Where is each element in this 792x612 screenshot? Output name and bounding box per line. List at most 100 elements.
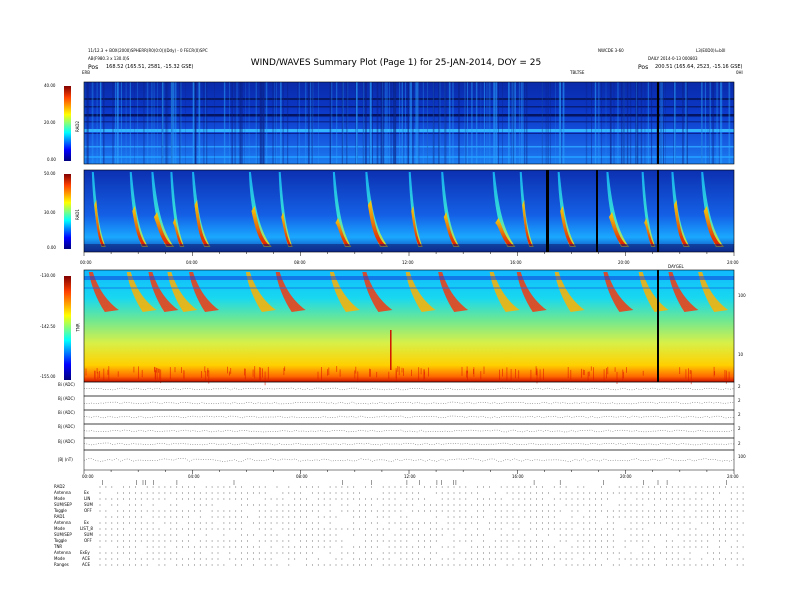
footer-tnr-row-1-value: ACE	[82, 556, 90, 561]
sub-tag-mid: TBLTSE	[570, 70, 585, 75]
line-label-5: Bj (ADC)	[58, 439, 75, 444]
tnr-burst	[329, 272, 360, 312]
footer-rad2-row-3-value: OFF	[84, 508, 92, 513]
tnr-burst	[167, 272, 198, 312]
footer-rad1-row-3-value: OFF	[84, 538, 92, 543]
time-bottom-4: 16:00	[512, 474, 524, 479]
rad2-tick-top: 40.00	[44, 83, 56, 88]
rad1-burst	[332, 172, 352, 247]
tnr-top-band-2	[84, 287, 734, 289]
footer-rad1-row-1-label: Mode	[54, 526, 65, 531]
tnr-burst	[405, 272, 436, 312]
line-label-4: Bj (ADC)	[58, 424, 75, 429]
line-right-3: 2	[738, 412, 741, 417]
tnr-burst	[516, 272, 547, 312]
time-top-2: 08:00	[294, 260, 306, 265]
rad1-spectrogram	[84, 170, 734, 252]
right-position-value: 200.51 (165.64, 2523, -15.16 GSE)	[655, 64, 743, 70]
rad1-burst	[129, 172, 149, 247]
tnr-tick-bot: -155.00	[40, 374, 56, 379]
footer-rad1-row-0-value: Ex	[84, 520, 89, 525]
line-trace	[84, 387, 735, 391]
line-right-4: 2	[738, 426, 741, 431]
rad1-burst	[519, 172, 534, 247]
tnr-top-band	[84, 276, 734, 280]
footer-rad2-row-0-label: Antenna	[54, 490, 71, 495]
rad1-tick-top: 50.00	[44, 171, 56, 176]
tnr-burst	[603, 272, 634, 312]
line-label-2: Bj (ADC)	[58, 396, 75, 401]
tnr-burst	[698, 272, 729, 312]
rad1-burst	[192, 172, 211, 247]
footer-rad1-row-0-label: Antenna	[54, 520, 71, 525]
footer-tnr-row-2-value: ACE	[82, 562, 90, 567]
rad1-burst	[91, 172, 106, 247]
time-bottom-0: 00:00	[82, 474, 94, 479]
time-top-0: 00:00	[80, 260, 92, 265]
footer-tnr-title: TNR	[54, 544, 63, 549]
time-top-1: 04:00	[186, 260, 198, 265]
tnr-colorbar	[64, 276, 71, 380]
sub-tag-left: ERB	[82, 70, 91, 75]
footer-tnr-row-2-label: Ranges	[54, 562, 69, 567]
tnr-burst	[148, 272, 179, 312]
line-plots	[83, 381, 735, 471]
footer-rad2-row-1-label: Mode	[54, 496, 65, 501]
time-bottom-3: 12:00	[404, 474, 416, 479]
rad1-tick-bot: 0.00	[47, 245, 56, 250]
top-far-right-label: L3(E0D0)I=b0I	[696, 48, 726, 53]
footer-tnr-row-0-label: Antenna	[54, 550, 71, 555]
rad1-bursts	[84, 172, 734, 252]
rad1-lower-band	[84, 244, 734, 252]
line-label-3: Bi (ADC)	[58, 410, 75, 415]
rad1-burst	[606, 172, 630, 247]
time-bottom-2: 08:00	[296, 474, 308, 479]
rad1-burst	[408, 172, 423, 247]
tnr-spectrogram	[84, 270, 734, 382]
rad1-burst	[641, 172, 656, 247]
footer-rad2-row-2-label: SUM/SEP	[54, 502, 72, 507]
line-right-1: 2	[738, 384, 741, 389]
tnr-tick-mid: -142.50	[40, 324, 56, 329]
rad1-burst	[557, 172, 577, 247]
tnr-burst	[489, 272, 520, 312]
header-right-line: DAILY 2014-0-13 000803	[648, 56, 698, 61]
tnr-burst	[275, 272, 306, 312]
tnr-burst	[126, 272, 157, 312]
rad1-burst	[365, 172, 389, 247]
tnr-burst	[438, 272, 469, 312]
line-trace	[83, 442, 735, 446]
line-right-5: 2	[738, 441, 741, 446]
tnr-right-tag: DAYGEL	[668, 264, 684, 269]
rad1-burst	[441, 172, 460, 247]
tnr-burst	[554, 272, 585, 312]
line-right-6: 100	[738, 454, 746, 459]
rad2-streaks	[84, 82, 731, 164]
rad1-burst	[278, 172, 293, 247]
footer-rad2-title: RAD2	[54, 484, 65, 489]
footer-tnr-row-1-label: Mode	[54, 556, 65, 561]
time-top-4: 16:00	[510, 260, 522, 265]
line-trace	[83, 415, 734, 419]
rad2-tick-mid: 20.00	[44, 120, 56, 125]
footer-tnr-row-0-value: ExEy	[80, 550, 90, 555]
time-bottom-1: 04:00	[188, 474, 200, 479]
tnr-burst	[362, 272, 393, 312]
left-position-label: Pos	[88, 64, 99, 71]
tnr-burst	[88, 272, 119, 312]
rad1-colorbar	[64, 174, 71, 249]
tnr-features	[84, 272, 734, 386]
rad1-burst	[248, 172, 272, 247]
tnr-right-tick-100: 100	[738, 293, 746, 298]
footer-rad1-row-2-value: SUM	[84, 532, 93, 537]
footer-rad1-row-2-label: SUM/SEP	[54, 532, 72, 537]
tnr-burst	[189, 272, 220, 312]
rad1-burst	[170, 172, 185, 247]
rad1-burst	[701, 172, 725, 247]
left-position-value: 168.52 (165.51, 2581, -15.32 GSE)	[106, 64, 194, 70]
footer-rad2-row-0-value: Ex	[84, 490, 89, 495]
rad1-burst	[492, 172, 516, 247]
rad2-colorbar	[64, 86, 71, 161]
